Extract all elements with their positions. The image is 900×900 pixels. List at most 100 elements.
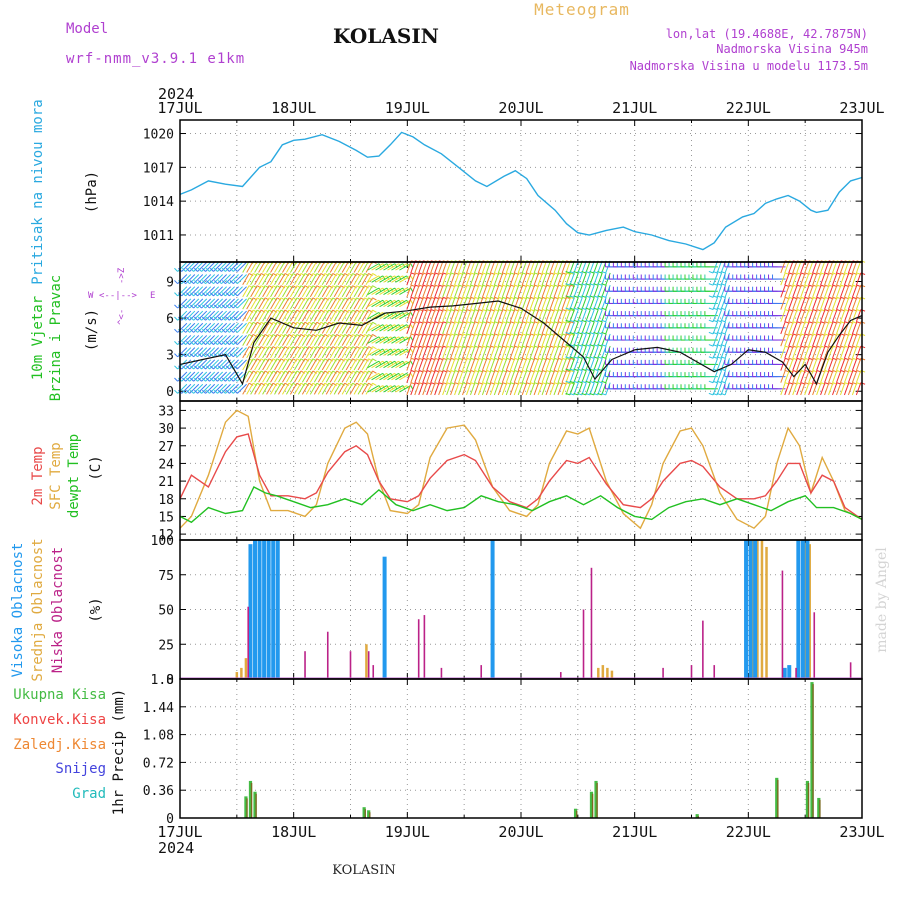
wind-barb-flag — [190, 377, 194, 382]
wind-barb-flag — [205, 341, 210, 345]
wind-barb-flag — [569, 295, 575, 298]
wind-barb — [828, 345, 834, 359]
wind-barb-flag — [589, 392, 594, 396]
wind-barb — [282, 309, 290, 322]
x-tick-label: 17JUL — [157, 823, 202, 841]
wind-barb — [565, 321, 571, 335]
wind-barb-flag — [229, 292, 234, 297]
wind-barb — [177, 310, 188, 321]
wind-barb — [820, 358, 826, 371]
wind-barb — [426, 345, 432, 359]
cloud-bar-mid — [365, 644, 368, 678]
wind-barb — [780, 284, 786, 298]
wind-barb — [289, 285, 298, 298]
wind-barb — [229, 298, 239, 309]
temp-label-dewpt: dewpt Temp — [66, 434, 82, 518]
wind-barb — [513, 358, 520, 371]
wind-barb — [262, 260, 270, 273]
wind-barb-flag — [205, 292, 210, 297]
wind-barb — [325, 297, 334, 310]
wind-barb-flag — [205, 377, 210, 382]
wind-barb — [282, 370, 290, 383]
wind-barb — [820, 284, 826, 298]
wind-barb-flag — [209, 328, 214, 333]
wind-barb-flag — [573, 356, 579, 359]
wind-barb — [716, 321, 723, 335]
wind-barb — [274, 358, 282, 371]
wind-barb-flag — [233, 316, 238, 321]
wind-barb — [497, 309, 504, 322]
wind-barb — [529, 284, 536, 298]
wind-barb — [197, 274, 208, 285]
wind-barb — [278, 334, 286, 346]
wind-barb — [430, 284, 436, 298]
wind-barb — [450, 333, 456, 347]
wind-barb — [250, 346, 258, 359]
wind-barb — [446, 345, 452, 359]
wind-barb — [289, 309, 298, 322]
wind-barb — [497, 333, 504, 347]
wind-barb — [561, 382, 567, 396]
wind-barb — [426, 284, 432, 298]
wind-barb-flag — [601, 344, 606, 347]
wind-barb — [784, 370, 790, 383]
wind-barb — [414, 382, 420, 396]
precip-bar-conv — [596, 782, 598, 818]
wind-barb-flag — [217, 328, 222, 333]
wind-barb — [246, 382, 254, 395]
wind-barb — [577, 260, 583, 274]
wind-barb — [185, 347, 196, 358]
wind-barb — [792, 321, 798, 335]
wind-barb-flag — [581, 368, 587, 371]
wind-barb — [246, 358, 254, 371]
wind-barb-flag — [585, 368, 590, 371]
wind-barb-flag — [589, 270, 594, 274]
wind-barb — [800, 345, 806, 359]
wind-barb — [361, 285, 369, 298]
wind-barb — [289, 346, 298, 359]
wind-barb-flag — [720, 344, 726, 347]
wind-barb-flag — [213, 328, 218, 333]
wind-barb — [233, 383, 243, 394]
wind-barb — [804, 333, 810, 347]
wind-barb-flag — [712, 319, 718, 323]
wind-barb — [387, 311, 400, 320]
wind-barb-flag — [197, 316, 202, 321]
cloud-bar-low — [690, 665, 693, 678]
wind-barb — [345, 334, 354, 346]
wind-barb — [585, 345, 591, 359]
temp-line-dewpt — [179, 486, 863, 524]
wind-barb — [430, 297, 436, 310]
wind-barb — [357, 297, 365, 310]
wind-barb — [201, 347, 212, 358]
wind-barb — [446, 370, 452, 383]
wind-barb — [367, 287, 380, 295]
wind-barb — [509, 321, 516, 335]
cloud-bar-high — [748, 540, 753, 678]
wind-barb-flag — [708, 344, 714, 347]
wind-barb — [597, 260, 603, 274]
wind-barb-flag — [720, 380, 726, 384]
wind-barb — [353, 273, 362, 285]
wind-barb — [313, 370, 322, 383]
wind-barb — [836, 260, 842, 274]
pressure-label: Pritisak na nivou mora — [30, 99, 46, 284]
wind-barb — [780, 382, 786, 396]
wind-barb-flag — [708, 270, 714, 274]
wind-barb — [593, 309, 599, 322]
wind-barb — [784, 272, 790, 286]
wind-barb — [418, 260, 424, 274]
wind-barb — [573, 358, 579, 371]
wind-barb — [585, 382, 591, 396]
wind-barb — [426, 260, 432, 274]
wind-barb — [406, 358, 412, 371]
wind-barb — [438, 309, 444, 322]
wind-barb — [399, 299, 411, 308]
wind-barb — [792, 382, 798, 396]
wind-barb — [824, 370, 830, 383]
wind-barb — [843, 382, 850, 396]
wind-barb — [333, 297, 342, 310]
wind-barb — [189, 310, 200, 321]
wind-barb — [828, 358, 834, 371]
wind-barb — [181, 298, 192, 309]
